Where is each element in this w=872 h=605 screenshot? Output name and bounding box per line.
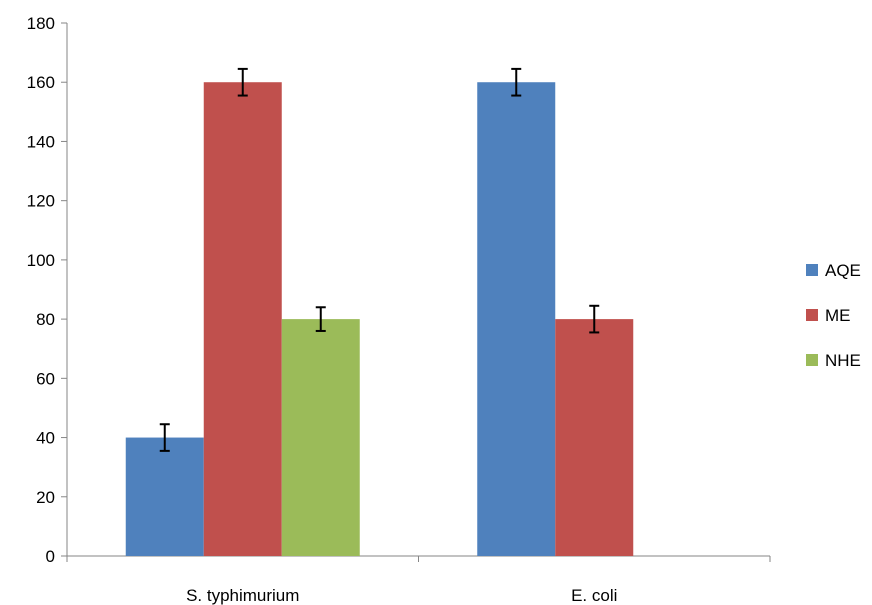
y-tick-label: 180 — [27, 14, 55, 33]
y-tick-label: 20 — [36, 488, 55, 507]
legend-swatch — [806, 264, 818, 276]
y-tick-label: 80 — [36, 310, 55, 329]
y-tick-label: 120 — [27, 192, 55, 211]
y-tick-label: 100 — [27, 251, 55, 270]
y-tick-label: 0 — [46, 547, 55, 566]
bar — [281, 319, 360, 556]
y-tick-label: 140 — [27, 132, 55, 151]
bar — [477, 82, 556, 556]
x-tick-label: E. coli — [571, 586, 617, 605]
bar — [203, 82, 282, 556]
legend-label: ME — [825, 306, 851, 325]
legend-label: NHE — [825, 351, 861, 370]
error-bars — [159, 67, 600, 452]
y-tick-label: 160 — [27, 73, 55, 92]
legend: AQE ME NHE — [806, 261, 861, 370]
legend-swatch — [806, 354, 818, 366]
y-tick-label: 60 — [36, 369, 55, 388]
x-tick-label: S. typhimurium — [186, 586, 299, 605]
y-axis: 0 20 40 60 80 100 120 140 160 180 — [27, 14, 68, 566]
y-tick-label: 40 — [36, 429, 55, 448]
legend-label: AQE — [825, 261, 861, 280]
bar — [125, 437, 204, 556]
x-axis: S. typhimurium E. coli — [66, 555, 771, 605]
bar — [555, 319, 634, 556]
bars — [125, 82, 634, 556]
legend-swatch — [806, 309, 818, 321]
